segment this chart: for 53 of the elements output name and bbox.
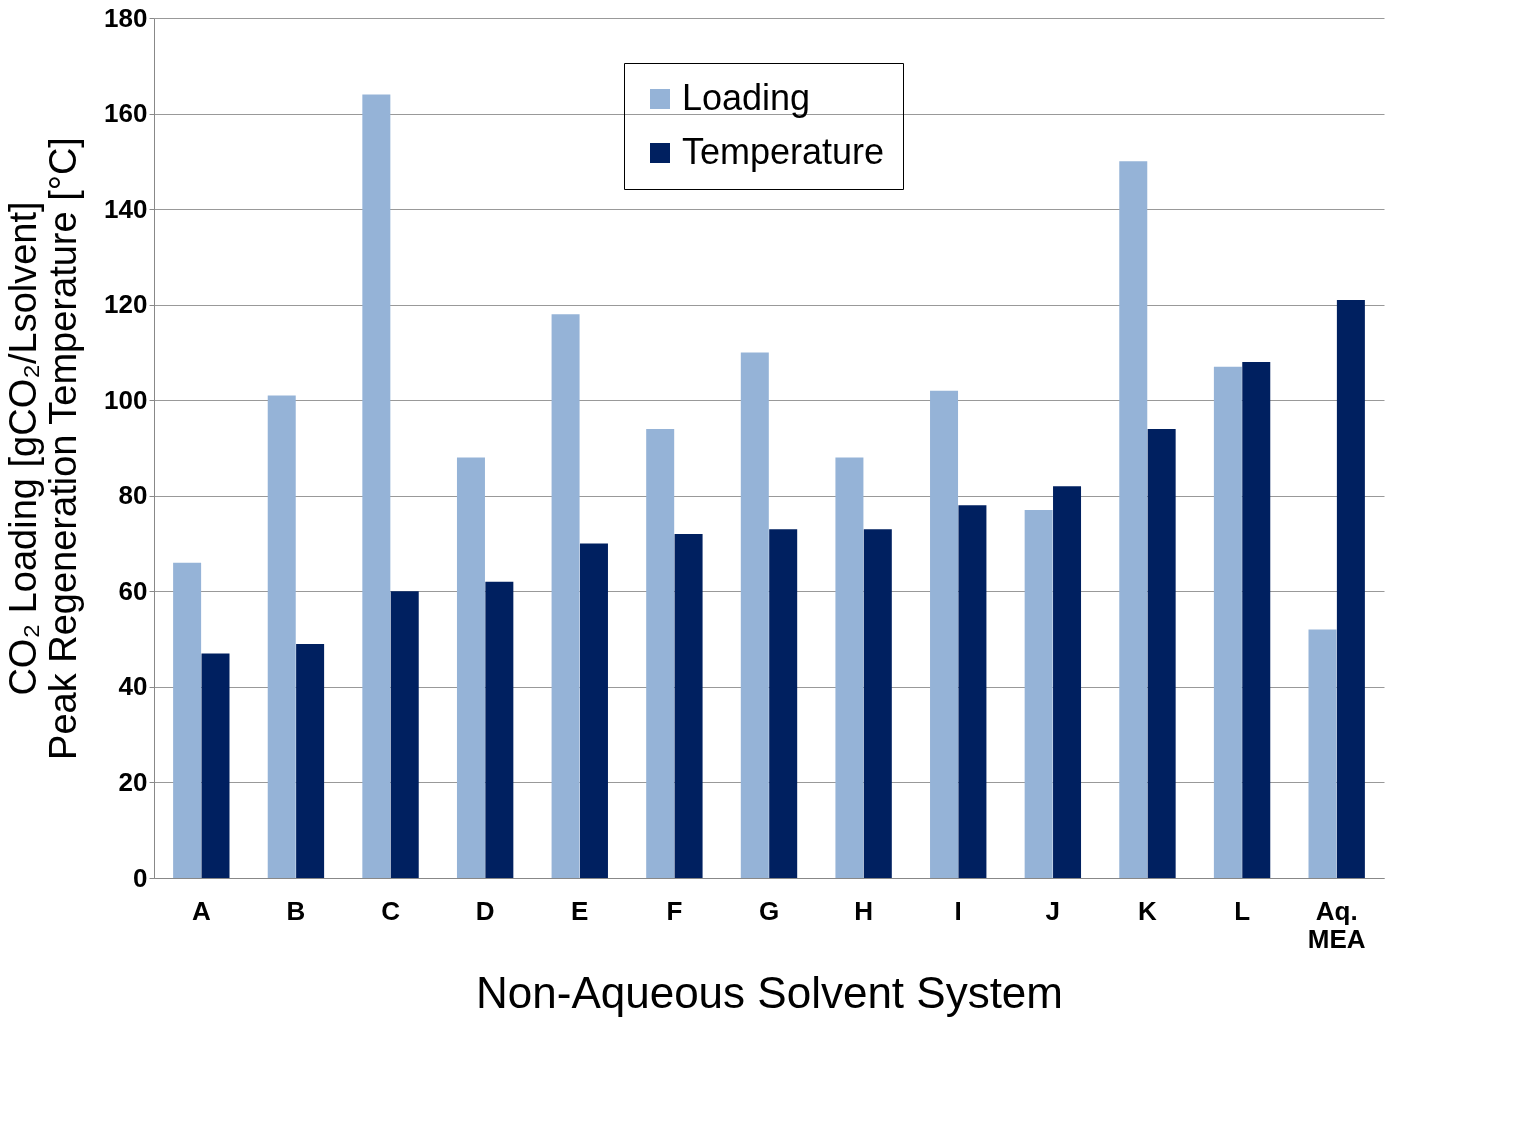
- bar: [296, 643, 325, 878]
- x-tick-label: F: [666, 895, 683, 926]
- y-tick-label: 160: [104, 98, 148, 129]
- y-tick-label: 20: [118, 766, 148, 797]
- bar: [456, 457, 485, 878]
- bar: [1242, 362, 1271, 878]
- bar: [1053, 486, 1082, 878]
- y-tick-label: 180: [104, 2, 148, 33]
- bar: [551, 314, 580, 878]
- x-tick-label: L: [1234, 895, 1251, 926]
- y-tick-label: 140: [104, 193, 148, 224]
- bar: [958, 505, 987, 878]
- bar: [579, 543, 608, 878]
- legend-label: Loading: [682, 77, 811, 118]
- legend-label: Temperature: [682, 131, 885, 172]
- y-tick-label: 80: [118, 480, 148, 511]
- bar: [1119, 161, 1148, 878]
- bar: [267, 395, 296, 878]
- bar: [930, 390, 959, 878]
- x-tick-label: B: [286, 895, 306, 926]
- x-tick-label: I: [954, 895, 962, 926]
- bar: [201, 653, 230, 878]
- y-tick-label: 100: [104, 384, 148, 415]
- y-tick-label: 120: [104, 289, 148, 320]
- x-tick-label: K: [1138, 895, 1158, 926]
- bar: [1213, 366, 1242, 878]
- x-tick-label: A: [191, 895, 211, 926]
- x-tick-label: Aq. MEA: [1307, 895, 1366, 954]
- bar: [1336, 299, 1365, 878]
- x-tick-label: J: [1045, 895, 1061, 926]
- bar: [485, 581, 514, 878]
- bar: [769, 529, 798, 878]
- x-tick-label: E: [571, 895, 589, 926]
- y-axis-title: CO₂ Loading [gCO₂/Lsolvent] Peak Regeneration Temperature [°C]: [2, 137, 85, 760]
- bar: [173, 562, 202, 878]
- x-tick-label: C: [381, 895, 401, 926]
- x-axis-title: Non-Aqueous Solvent System: [476, 967, 1063, 1017]
- x-tick-label: D: [475, 895, 495, 926]
- y-tick-label: 40: [118, 671, 148, 702]
- bar: [674, 534, 703, 878]
- bar: [835, 457, 864, 878]
- bar: [390, 591, 419, 878]
- bar: [646, 428, 675, 878]
- bar: [740, 352, 769, 878]
- bar: [362, 94, 391, 878]
- bar: [1308, 629, 1337, 878]
- x-tick-label: G: [758, 895, 780, 926]
- bar: [1147, 428, 1176, 878]
- bar: [1024, 510, 1053, 878]
- bar: [863, 529, 892, 878]
- y-tick-label: 0: [133, 862, 148, 893]
- y-tick-label: 60: [118, 575, 148, 606]
- x-tick-label: H: [854, 895, 874, 926]
